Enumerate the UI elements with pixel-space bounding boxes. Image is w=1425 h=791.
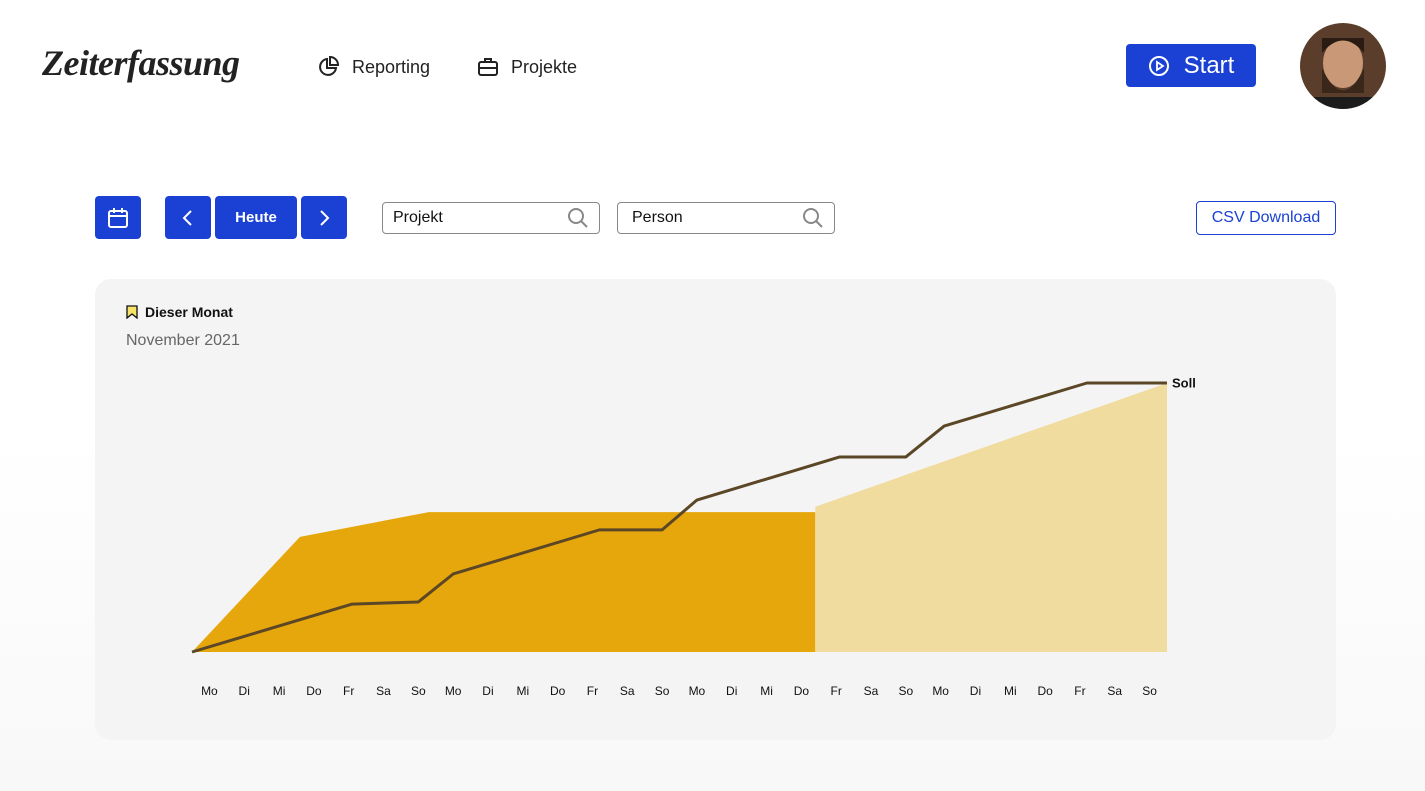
- play-icon: [1148, 55, 1169, 76]
- x-tick-label: Mo: [445, 684, 462, 698]
- x-tick-label: Mi: [760, 684, 773, 698]
- prev-button[interactable]: [165, 196, 211, 239]
- calendar-icon: [108, 207, 128, 228]
- avatar[interactable]: [1300, 23, 1386, 109]
- briefcase-icon: [478, 58, 498, 76]
- x-tick-label: Fr: [343, 684, 354, 698]
- month-label: November 2021: [126, 332, 240, 349]
- x-tick-label: Mo: [932, 684, 949, 698]
- area: [192, 512, 816, 652]
- x-tick-label: Di: [726, 684, 737, 698]
- x-tick-label: Fr: [1074, 684, 1085, 698]
- nav-label: Projekte: [511, 56, 578, 77]
- search-icon: [568, 208, 588, 228]
- x-tick-label: Do: [794, 684, 810, 698]
- x-tick-label: Do: [550, 684, 566, 698]
- search-placeholder: Person: [632, 209, 683, 226]
- logo[interactable]: Zeiterfassung: [42, 43, 240, 83]
- x-tick-label: So: [898, 684, 913, 698]
- x-tick-label: Sa: [1107, 684, 1122, 698]
- x-tick-label: So: [1142, 684, 1157, 698]
- x-tick-label: Di: [239, 684, 250, 698]
- search-projekt[interactable]: Projekt: [382, 202, 600, 234]
- badge-label: Dieser Monat: [145, 304, 233, 320]
- x-tick-label: So: [655, 684, 670, 698]
- start-button[interactable]: Start: [1126, 44, 1256, 87]
- badge: Dieser Monat: [126, 304, 233, 320]
- calendar-button[interactable]: [95, 196, 141, 239]
- nav-label: Reporting: [352, 56, 431, 77]
- today-button[interactable]: Heute: [215, 196, 297, 239]
- x-tick-label: Fr: [831, 684, 842, 698]
- chevron-left: [182, 209, 192, 226]
- x-tick-label: Mi: [273, 684, 286, 698]
- line: [191, 381, 1167, 654]
- nav-projekte[interactable]: Projekte: [477, 56, 577, 78]
- x-tick-label: Di: [970, 684, 981, 698]
- series-label: Soll: [1172, 375, 1196, 390]
- x-tick-label: Di: [482, 684, 493, 698]
- x-tick-label: Mo: [201, 684, 218, 698]
- x-tick-label: Sa: [864, 684, 879, 698]
- x-tick-label: So: [411, 684, 426, 698]
- search-person[interactable]: Person: [617, 202, 835, 234]
- next-button[interactable]: [301, 196, 347, 239]
- search-icon: [803, 208, 823, 228]
- x-tick-label: Fr: [587, 684, 598, 698]
- x-tick-label: Mi: [516, 684, 529, 698]
- x-tick-label: Sa: [376, 684, 391, 698]
- x-tick-label: Do: [306, 684, 322, 698]
- x-tick-label: Do: [1037, 684, 1053, 698]
- x-tick-label: Sa: [620, 684, 635, 698]
- pie-icon: [319, 56, 340, 76]
- search-placeholder: Projekt: [393, 209, 443, 226]
- start-label: Start: [1183, 51, 1235, 79]
- bookmark-icon: [126, 305, 138, 319]
- nav-reporting[interactable]: Reporting: [318, 56, 430, 78]
- area: [815, 383, 1167, 652]
- chevron-right: [320, 209, 330, 226]
- csv-button[interactable]: CSV Download: [1196, 201, 1336, 235]
- x-tick-label: Mo: [689, 684, 706, 698]
- x-tick-label: Mi: [1004, 684, 1017, 698]
